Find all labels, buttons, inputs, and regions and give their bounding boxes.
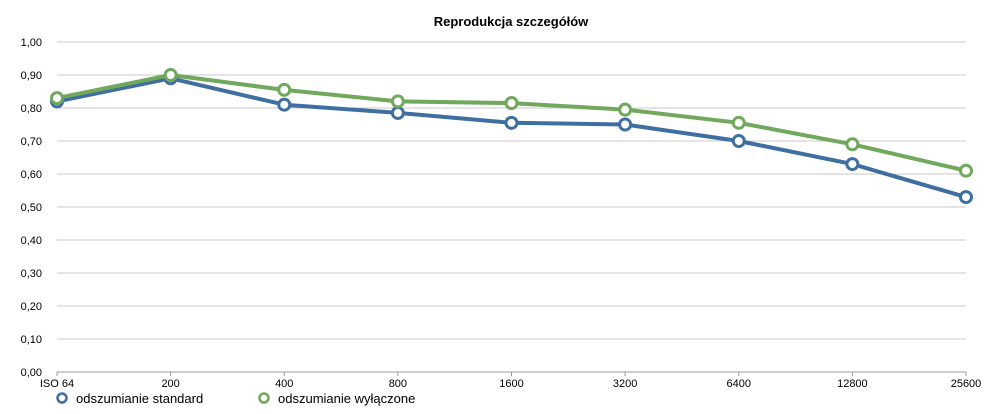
- x-tick-label: 12800: [837, 378, 868, 390]
- data-point: [731, 115, 746, 130]
- data-point: [390, 105, 405, 120]
- chart-title: Reprodukcja szczegółów: [434, 14, 589, 29]
- x-tick-label: 800: [389, 378, 407, 390]
- data-point: [959, 190, 973, 205]
- data-point: [163, 68, 178, 82]
- y-tick-label: 0,70: [21, 136, 42, 148]
- data-point: [618, 117, 633, 132]
- y-tick-label: 0,80: [21, 103, 42, 115]
- y-tick-label: 0,40: [21, 235, 42, 247]
- data-point: [504, 115, 519, 130]
- legend-marker: [56, 392, 68, 404]
- data-point: [618, 102, 633, 117]
- legend-item: odszumianie wyłączone: [258, 391, 415, 406]
- y-tick-label: 0,00: [21, 367, 42, 379]
- x-tick-label: ISO 64: [40, 378, 74, 390]
- y-tick-label: 0,90: [21, 70, 42, 82]
- data-point: [845, 137, 860, 152]
- data-point: [959, 163, 973, 178]
- x-tick-label: 1600: [499, 378, 523, 390]
- x-tick-label: 3200: [613, 378, 637, 390]
- x-tick-label: 25600: [951, 378, 982, 390]
- series-2: [50, 68, 973, 178]
- y-tick-label: 1,00: [21, 37, 42, 49]
- y-tick-label: 0,20: [21, 301, 42, 313]
- series-lines: [50, 68, 973, 205]
- data-point: [731, 134, 746, 148]
- data-point: [50, 91, 64, 106]
- series-1: [50, 71, 973, 205]
- y-tick-label: 0,60: [21, 169, 42, 181]
- y-tick-label: 0,30: [21, 268, 42, 280]
- data-point: [277, 82, 292, 97]
- legend-label: odszumianie standard: [76, 391, 203, 406]
- legend-item: odszumianie standard: [56, 391, 203, 406]
- x-tick-label: 200: [161, 378, 179, 390]
- x-tick-label: 6400: [727, 378, 751, 390]
- legend: odszumianie standard odszumianie wyłączon…: [56, 391, 415, 406]
- x-tick-label: 400: [275, 378, 293, 390]
- gridlines: [57, 41, 966, 373]
- data-point: [845, 157, 860, 172]
- data-point: [504, 96, 519, 111]
- legend-marker: [258, 392, 270, 404]
- y-tick-label: 0,10: [21, 334, 42, 346]
- data-point: [277, 97, 292, 112]
- y-tick-label: 0,50: [21, 202, 42, 214]
- legend-label: odszumianie wyłączone: [278, 391, 415, 406]
- axes: 0,00 0,10 0,20 0,30 0,40 0,50 0,60 0,70 0,80 0,90…: [21, 37, 982, 390]
- data-point: [390, 94, 405, 109]
